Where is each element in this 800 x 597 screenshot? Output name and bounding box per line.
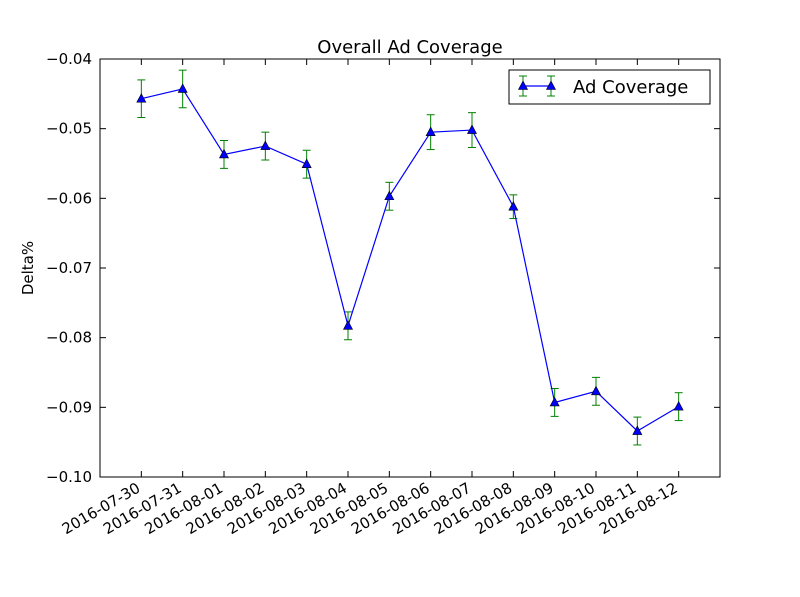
legend-marker	[546, 80, 556, 90]
plot-frame	[99, 58, 721, 478]
chart-title: Overall Ad Coverage	[317, 37, 502, 58]
y-tick-label: −0.10	[46, 468, 92, 486]
data-point	[136, 93, 147, 103]
y-tick-label: −0.06	[46, 189, 92, 207]
data-point	[177, 83, 188, 93]
data-point	[632, 425, 643, 435]
y-tick-label: −0.08	[46, 329, 92, 347]
legend: Ad Coverage	[508, 69, 711, 105]
y-tick-label: −0.07	[46, 259, 92, 277]
legend-box	[508, 69, 711, 105]
legend-marker	[518, 80, 528, 90]
legend-label-ad-coverage: Ad Coverage	[573, 77, 688, 98]
data-point	[301, 158, 312, 168]
data-point	[219, 148, 229, 159]
y-axis-label: Delta%	[19, 241, 37, 295]
y-tick-label: −0.05	[46, 120, 92, 138]
y-tick-label: −0.09	[46, 398, 92, 416]
data-point	[508, 201, 519, 211]
data-point	[591, 385, 601, 396]
data-point	[343, 320, 353, 330]
data-point	[260, 140, 271, 150]
series-line-ad-coverage	[141, 88, 679, 432]
plot-area: −0.04−0.05−0.06−0.07−0.08−0.09−0.102016-…	[46, 50, 721, 538]
data-point	[425, 126, 436, 136]
data-point	[384, 190, 395, 201]
data-point	[549, 396, 560, 407]
data-point	[467, 124, 477, 134]
legend-sample-ad-coverage	[518, 75, 556, 97]
y-tick-label: −0.04	[46, 50, 92, 68]
data-point	[673, 400, 684, 411]
